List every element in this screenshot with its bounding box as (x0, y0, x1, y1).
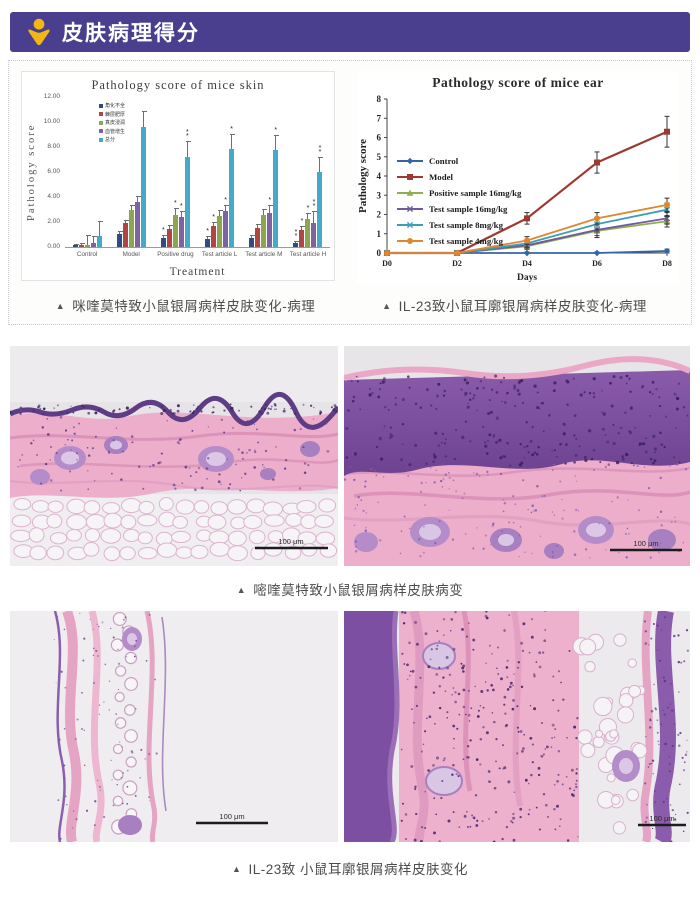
svg-text:0: 0 (377, 248, 382, 258)
svg-text:Test sample 16mg/kg: Test sample 16mg/kg (429, 204, 508, 214)
line-chart-ear: Pathology score of mice ear 0 1 2 3 4 5 6 7 8 D0 D… (357, 71, 679, 285)
figure-caption-ear-histology: ▲ IL-23致 小鼠耳廓银屑病样皮肤变化 (232, 862, 468, 877)
svg-text:4: 4 (377, 171, 382, 181)
page-title: 皮肤病理得分 (62, 22, 200, 45)
svg-text:D4: D4 (522, 259, 532, 268)
bar-group-control (65, 97, 109, 247)
svg-text:D6: D6 (592, 259, 602, 268)
triangle-marker-icon: ▲ (382, 301, 392, 311)
svg-text:1: 1 (377, 229, 382, 239)
triangle-marker-icon: ▲ (236, 585, 247, 595)
bar-chart-y-axis: 0.00 2.00 4.00 6.00 8.00 10.00 12.00 (43, 93, 60, 250)
bar-group-positive-drug: * * * * * (153, 97, 197, 247)
line-chart-title: Pathology score of mice ear (432, 75, 604, 90)
svg-text:Test sample 8mg/kg: Test sample 8mg/kg (429, 220, 504, 230)
scale-bar-label: 100 μm (278, 537, 303, 546)
svg-text:Model: Model (429, 172, 453, 182)
bar-group-model (109, 97, 153, 247)
svg-text:7: 7 (377, 113, 382, 123)
svg-text:Positive sample 16mg/kg: Positive sample 16mg/kg (429, 188, 522, 198)
bar-chart-y-axis-label: Pathology score (26, 123, 37, 221)
person-chevron-icon (28, 18, 50, 46)
figure-caption-ear-chart: ▲ IL-23致小鼠耳廓银屑病样皮肤变化-病理 (382, 299, 647, 314)
bar-group-test-article-m: * * (242, 97, 286, 247)
scale-bar-label: 100 μm (633, 539, 658, 548)
svg-text:D0: D0 (382, 259, 392, 268)
svg-text:2: 2 (377, 210, 382, 220)
svg-text:Test sample 4mg/kg: Test sample 4mg/kg (429, 236, 504, 246)
figure-caption-skin-chart: ▲ 咪喹莫特致小鼠银屑病样皮肤变化-病理 (55, 299, 316, 314)
svg-text:Days: Days (517, 273, 537, 283)
histology-image-skin-control: 100 μm (10, 346, 338, 566)
svg-text:5: 5 (377, 152, 382, 162)
histology-image-ear-control: 100 μm (10, 611, 338, 842)
svg-text:8: 8 (377, 94, 382, 104)
bar-group-test-article-h: * * * * * * * * (286, 97, 330, 247)
scale-bar-label: 100 μm (219, 812, 244, 821)
svg-text:D8: D8 (662, 259, 672, 268)
histology-image-ear-model: 100 μm (344, 611, 690, 842)
histology-row-skin: 100 μm 100 μm (10, 346, 690, 566)
charts-panel: Pathology score of mice skin Pathology s… (8, 60, 692, 325)
figure-caption-skin-histology: ▲ 嘧喹莫特致小鼠银屑病样皮肤病变 (236, 583, 464, 598)
svg-text:D2: D2 (452, 259, 462, 268)
svg-text:3: 3 (377, 190, 382, 200)
bar-chart-title: Pathology score of mice skin (91, 78, 265, 92)
svg-text:Pathology score: Pathology score (357, 139, 369, 213)
triangle-marker-icon: ▲ (55, 301, 66, 311)
bar-group-test-article-l: * * * * (198, 97, 242, 247)
bar-chart-plot-area: 角化不全 棘层肥厚 真皮浸润 血管增生 总分 * * * * * * * * * * * * * * * * * * * (65, 97, 330, 248)
line-chart-plot: 0 1 2 3 4 5 6 7 8 D0 D2 D4 D6 D8 Days Pathology score Co… (357, 94, 672, 283)
triangle-marker-icon: ▲ (232, 864, 242, 874)
histology-image-skin-model: 100 μm (344, 346, 690, 566)
svg-text:6: 6 (377, 133, 382, 143)
scale-bar-label: 100 μm (649, 814, 674, 823)
histology-row-ear: 100 μm 100 μm (10, 611, 690, 842)
bar-chart-x-axis-label: Treatment (169, 266, 226, 278)
section-header-banner: 皮肤病理得分 (10, 12, 690, 52)
bar-chart-skin: Pathology score of mice skin Pathology s… (21, 71, 335, 281)
svg-text:Control: Control (429, 156, 459, 166)
bar-chart-legend: 角化不全 棘层肥厚 真皮浸润 血管增生 总分 (99, 102, 125, 145)
